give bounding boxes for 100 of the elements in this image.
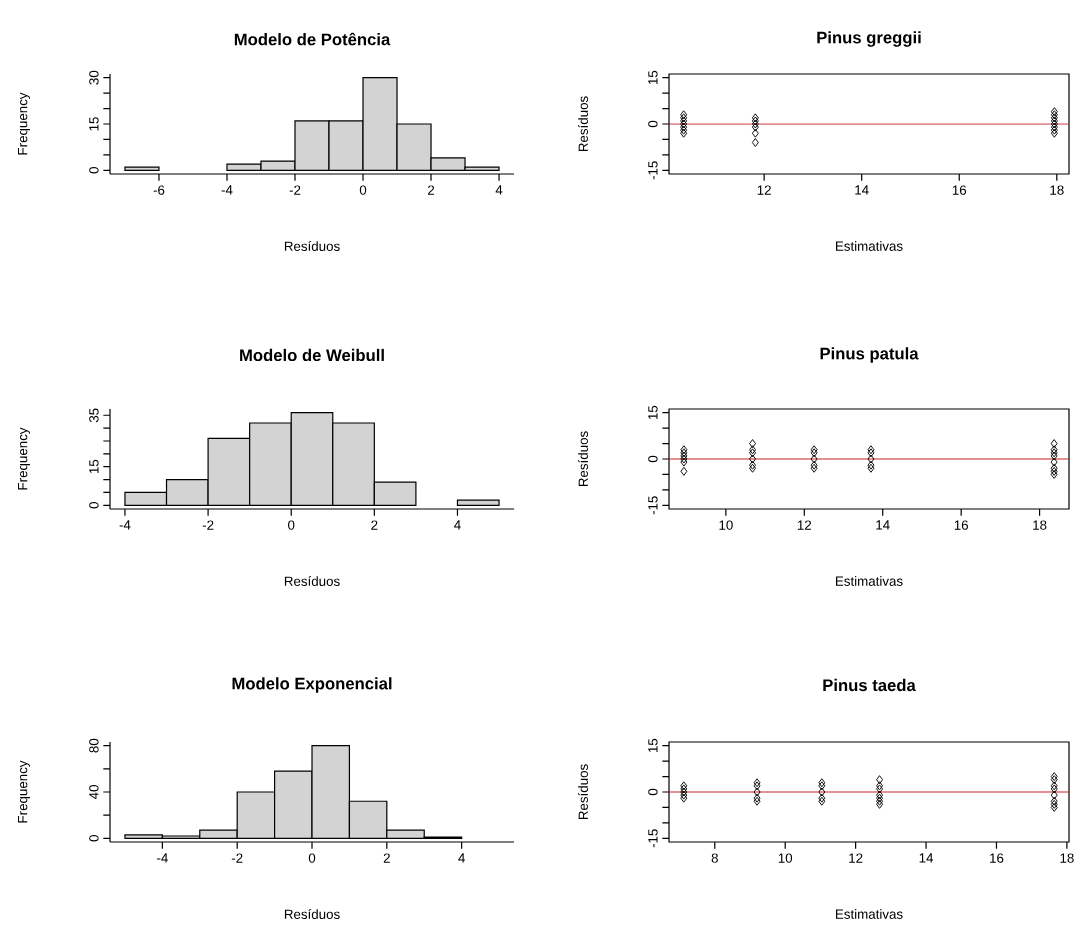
x-tick-label: 10 xyxy=(719,520,733,530)
point xyxy=(751,119,759,129)
point xyxy=(1050,469,1058,479)
point xyxy=(680,122,688,132)
point xyxy=(751,122,759,132)
x-tick-label: -4 xyxy=(119,520,131,530)
x-tick-label: 8 xyxy=(711,853,718,863)
point xyxy=(810,448,818,458)
x-tick-label: 4 xyxy=(458,853,465,863)
point xyxy=(1050,796,1058,806)
point xyxy=(751,113,759,123)
y-tick-label: 80 xyxy=(89,738,99,753)
point xyxy=(1050,122,1058,132)
x-tick-label: 18 xyxy=(1033,520,1047,530)
x-tick-label: -4 xyxy=(157,853,168,863)
point xyxy=(680,125,688,135)
point xyxy=(680,781,688,791)
point xyxy=(753,796,761,806)
point xyxy=(1050,113,1058,123)
point xyxy=(1050,799,1058,809)
x-tick-label: 14 xyxy=(855,185,869,195)
point xyxy=(1050,457,1058,467)
point xyxy=(1050,116,1058,126)
y-tick-label: 15 xyxy=(648,405,658,420)
point xyxy=(1050,451,1058,461)
point xyxy=(1050,448,1058,458)
point xyxy=(867,454,875,464)
point xyxy=(876,793,884,803)
y-tick-label: 0 xyxy=(89,835,99,842)
point xyxy=(751,116,759,126)
chart-title: Pinus greggii xyxy=(817,31,921,47)
chart-title: Pinus patula xyxy=(820,347,919,363)
point xyxy=(876,784,884,794)
x-axis-title: Estimativas xyxy=(836,576,903,586)
point xyxy=(749,454,756,464)
point xyxy=(818,778,826,788)
y-axis-title: Resíduos xyxy=(578,431,588,487)
point xyxy=(867,445,875,455)
point xyxy=(680,787,688,797)
x-tick-label: -6 xyxy=(153,185,165,195)
point xyxy=(680,466,688,476)
x-tick-label: -4 xyxy=(221,185,233,195)
x-tick-label: 4 xyxy=(495,185,503,195)
point xyxy=(876,775,884,785)
y-tick-label: 30 xyxy=(89,70,99,85)
point xyxy=(1050,775,1058,785)
y-tick-label: 35 xyxy=(89,408,99,423)
y-tick-label: 15 xyxy=(89,117,99,131)
point xyxy=(876,799,884,809)
point xyxy=(753,778,761,788)
point xyxy=(751,128,759,138)
x-tick-label: 2 xyxy=(427,185,435,195)
y-tick-label: -15 xyxy=(648,496,658,515)
x-tick-label: 0 xyxy=(359,185,367,195)
point xyxy=(818,793,826,803)
y-axis-title: Resíduos xyxy=(578,764,588,820)
chart-title: Modelo Exponencial xyxy=(232,677,392,693)
point xyxy=(680,445,688,455)
point xyxy=(810,460,818,470)
y-axis-title: Resíduos xyxy=(578,96,588,152)
point xyxy=(749,460,756,470)
y-tick-label: 40 xyxy=(89,785,99,800)
y-tick-label: -15 xyxy=(648,829,658,848)
x-tick-label: 16 xyxy=(954,520,968,530)
point xyxy=(1050,445,1058,455)
point xyxy=(1050,463,1058,473)
x-tick-label: 2 xyxy=(383,853,390,863)
x-axis-title: Estimativas xyxy=(836,909,903,919)
x-tick-label: 16 xyxy=(952,185,967,195)
point xyxy=(749,445,756,455)
y-tick-label: 15 xyxy=(648,738,658,753)
point xyxy=(753,781,761,791)
point xyxy=(818,787,826,797)
x-axis-title: Resíduos xyxy=(284,241,340,251)
point xyxy=(680,790,688,800)
point xyxy=(680,448,688,458)
y-tick-label: 0 xyxy=(89,502,99,509)
x-tick-label: 0 xyxy=(288,520,295,530)
x-tick-label: 4 xyxy=(454,520,461,530)
point xyxy=(1050,466,1058,476)
point xyxy=(1050,784,1058,794)
y-axis-title: Frequency xyxy=(18,427,30,490)
point xyxy=(1050,790,1058,800)
y-axis-title: Frequency xyxy=(18,92,30,155)
y-tick-label: 15 xyxy=(648,70,658,85)
x-tick-label: 14 xyxy=(876,520,890,530)
point xyxy=(680,793,688,803)
point xyxy=(680,119,688,129)
point xyxy=(1050,439,1058,449)
point xyxy=(753,793,761,803)
y-tick-label: 0 xyxy=(648,788,658,796)
point xyxy=(810,454,818,464)
x-tick-label: 0 xyxy=(308,853,316,863)
point xyxy=(818,796,826,806)
chart-title: Modelo de Potência xyxy=(234,32,391,46)
x-tick-label: 16 xyxy=(990,853,1004,863)
point xyxy=(753,787,761,797)
y-tick-label: -15 xyxy=(648,161,658,180)
point xyxy=(810,463,818,473)
x-axis-title: Resíduos xyxy=(284,576,340,586)
